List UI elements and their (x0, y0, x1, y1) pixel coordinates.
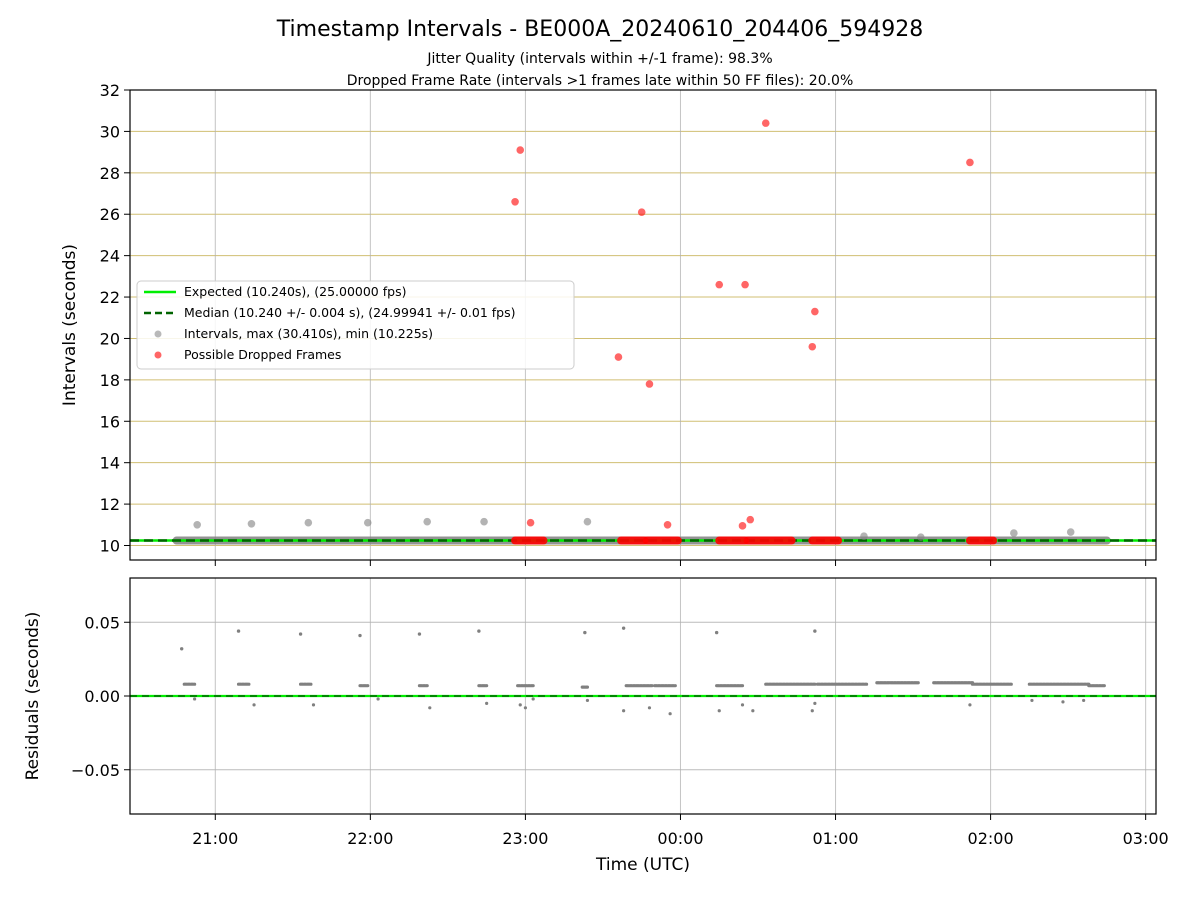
residual-point (751, 709, 755, 713)
x-tick-label: 01:00 (812, 829, 858, 848)
residual-point (252, 703, 256, 707)
legend-expected-label: Expected (10.240s), (25.00000 fps) (184, 284, 406, 299)
legend-intervals-label: Intervals, max (30.410s), min (10.225s) (184, 326, 433, 341)
bottom-panel: 0.05 0.00 −0.05 21:00 22:00 23:00 00:00 01:00 02… (71, 577, 1169, 848)
dropped-frame-point (511, 198, 519, 206)
y-tick-label: 32 (100, 81, 120, 100)
residual-point (968, 703, 972, 707)
residual-spike-point (714, 630, 719, 635)
dropped-frame-point (663, 521, 672, 529)
x-tick-label: 22:00 (347, 829, 393, 848)
y-tick-label: 18 (100, 371, 120, 390)
legend-dropped-label: Possible Dropped Frames (184, 347, 341, 362)
residual-point (813, 701, 817, 705)
residual-spike-point (621, 626, 626, 630)
x-tick-label: 23:00 (502, 829, 548, 848)
top-panel: 10 12 14 16 18 20 22 24 26 28 30 32 (100, 81, 1157, 566)
chart-title: Timestamp Intervals - BE000A_20240610_20… (276, 17, 923, 42)
legend: Expected (10.240s), (25.00000 fps) Media… (136, 280, 575, 370)
legend-dropped-swatch (154, 351, 162, 359)
residual-spike-point (477, 629, 481, 633)
residual-point (647, 706, 652, 710)
dropped-frame-point (614, 353, 623, 361)
residual-point (193, 697, 197, 701)
y-tick-label: 28 (100, 164, 120, 183)
residual-point (585, 698, 590, 703)
bottom-y-axis-label: Residuals (seconds) (23, 612, 43, 781)
interval-point (247, 519, 256, 528)
residual-spike-point (813, 629, 817, 633)
x-tick-label: 03:00 (1123, 829, 1169, 848)
y-tick-label: 30 (100, 122, 120, 141)
y-tick-label: 10 (100, 537, 120, 556)
residual-spike-point (358, 633, 362, 638)
residual-point (1082, 698, 1086, 703)
residual-spike-point (179, 647, 184, 651)
interval-point (304, 518, 313, 527)
residual-point (1030, 698, 1034, 703)
interval-point (917, 533, 925, 542)
interval-point (363, 518, 372, 527)
interval-point (860, 532, 868, 540)
dropped-frame-point (526, 518, 535, 527)
residual-point (311, 703, 316, 707)
interval-point (583, 517, 592, 526)
dropped-frame-point (637, 208, 646, 216)
legend-intervals-swatch (154, 330, 162, 338)
residual-point (428, 706, 432, 710)
y-tick-label: 14 (100, 454, 120, 473)
chart-subtitle-dropped: Dropped Frame Rate (intervals >1 frames … (347, 73, 854, 89)
residual-point (740, 703, 745, 707)
residual-spike-point (417, 632, 422, 636)
x-tick-label: 21:00 (192, 829, 238, 848)
residual-point (518, 703, 522, 707)
interval-point (423, 517, 432, 526)
y-tick-label: 0.00 (84, 687, 120, 706)
interval-point (1066, 528, 1075, 536)
residual-point (717, 709, 721, 713)
legend-box (136, 280, 575, 370)
y-tick-label: −0.05 (71, 761, 120, 780)
residual-point (622, 709, 626, 713)
legend-median-label: Median (10.240 +/- 0.004 s), (24.99941 +… (184, 305, 515, 320)
x-axis-label: Time (UTC) (595, 855, 690, 875)
y-tick-label: 16 (100, 412, 120, 431)
dropped-frame-point (645, 380, 654, 388)
top-y-axis-label: Intervals (seconds) (60, 244, 80, 406)
dropped-frame-point (741, 280, 749, 289)
residual-point (376, 697, 380, 701)
residual-spike-point (236, 629, 241, 633)
interval-point (193, 521, 201, 529)
x-tick-label: 00:00 (657, 829, 703, 848)
y-tick-label: 20 (100, 329, 120, 348)
interval-point (480, 517, 488, 526)
y-tick-label: 0.05 (84, 613, 120, 632)
dropped-frame-point (715, 280, 724, 289)
dropped-frame-point (746, 515, 755, 524)
residual-point (523, 706, 528, 710)
bottom-plot-frame (129, 577, 1157, 815)
dropped-frame-point (761, 119, 770, 127)
dropped-frame-point (966, 158, 974, 167)
dropped-frame-point (811, 307, 819, 316)
y-tick-label: 12 (100, 495, 120, 514)
residual-point (1061, 700, 1065, 704)
y-tick-label: 26 (100, 205, 120, 224)
dropped-frame-point (516, 146, 525, 154)
y-tick-label: 22 (100, 288, 120, 307)
residual-point (810, 709, 814, 713)
residual-spike-point (583, 630, 587, 635)
dropped-frame-point (808, 342, 817, 351)
chart-subtitle-jitter: Jitter Quality (intervals within +/-1 fr… (426, 51, 772, 67)
residual-point (531, 697, 535, 701)
y-tick-label: 24 (100, 247, 120, 266)
dropped-frame-point (738, 522, 747, 530)
x-tick-label: 02:00 (968, 829, 1014, 848)
residual-point (485, 701, 489, 705)
top-plot-frame (129, 89, 1157, 561)
residual-point (668, 712, 672, 716)
residual-spike-point (298, 632, 303, 636)
interval-point (1010, 529, 1018, 537)
